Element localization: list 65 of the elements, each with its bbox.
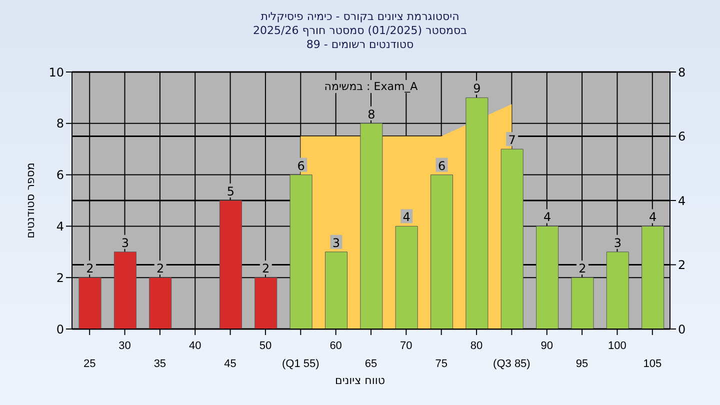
bar <box>254 277 278 329</box>
bar <box>466 97 488 329</box>
bar <box>536 226 559 329</box>
data-label: 9 <box>473 82 481 96</box>
bar <box>114 252 136 329</box>
x-tick-label: 30 <box>118 340 131 352</box>
bar <box>324 252 348 329</box>
bar <box>290 174 312 329</box>
annotation: במשימה : Exam_A <box>321 80 421 93</box>
y2-tick-label: 6 <box>678 130 686 144</box>
data-label: 3 <box>121 236 129 250</box>
data-label: 3 <box>332 236 340 250</box>
y-tick-label: 0 <box>56 322 64 336</box>
data-label: 2 <box>156 262 164 276</box>
x-tick-label: 65 <box>364 358 378 370</box>
bar <box>642 226 664 329</box>
y-tick-label: 4 <box>56 219 64 234</box>
x-tick-label: 70 <box>400 340 412 352</box>
x-tick-label: 100 <box>608 340 626 352</box>
x-tick-label: 105 <box>643 358 662 370</box>
data-label: 6 <box>438 158 446 173</box>
x-tick-label: 50 <box>259 340 272 352</box>
x-tick-label: 40 <box>188 340 202 352</box>
x-tick-label: 35 <box>154 358 166 370</box>
bar <box>571 277 594 329</box>
data-label: 4 <box>649 210 657 224</box>
y2-tick-label: 8 <box>678 65 686 80</box>
x-tick-label: 45 <box>224 358 236 370</box>
bar <box>149 277 172 329</box>
x-tick-label: 75 <box>435 358 448 370</box>
y2-tick-label: 4 <box>678 194 686 208</box>
y-tick-label: 10 <box>48 65 64 80</box>
y2-tick-label: 2 <box>678 258 686 272</box>
y-axis-title: מספר סטודנטים <box>24 162 37 238</box>
chart-title: היסטוגרמת ציונים בקורס - כימיה פיסיקלית <box>260 10 460 24</box>
bar <box>430 174 454 329</box>
bar <box>78 277 102 329</box>
data-label: 2 <box>86 262 94 276</box>
x-tick-label: 60 <box>330 340 342 352</box>
data-label: 8 <box>368 107 376 122</box>
data-label: 6 <box>297 158 305 173</box>
y-tick-label: 8 <box>56 116 64 131</box>
bar <box>395 226 418 329</box>
chart-subtitle: בסמסטר (01/2025) סמסטר חורף 2025/26 סטודנטים רשומים - 89 <box>252 24 468 52</box>
data-label: 5 <box>226 184 235 198</box>
x-tick-label: 90 <box>540 340 554 352</box>
y-tick-label: 2 <box>56 270 64 285</box>
y-tick-label: 6 <box>56 168 64 182</box>
bar <box>360 123 383 329</box>
data-label: 2 <box>262 262 270 276</box>
x-tick-label: (Q3 85) <box>493 358 530 370</box>
data-label: 4 <box>543 210 552 224</box>
x-tick-label: (Q1 55) <box>282 358 320 370</box>
x-tick-label: 95 <box>576 358 588 370</box>
bar <box>606 252 629 329</box>
bar <box>500 148 524 329</box>
bar <box>219 200 242 329</box>
data-label: 2 <box>578 262 586 276</box>
data-label: 7 <box>508 133 516 148</box>
x-axis-title: טווח ציונים <box>334 374 386 387</box>
y2-tick-label: 0 <box>678 322 686 336</box>
x-tick-label: 80 <box>470 340 483 352</box>
data-label: 4 <box>402 210 410 224</box>
data-label: 3 <box>614 236 622 250</box>
x-tick-label: 25 <box>83 358 96 370</box>
